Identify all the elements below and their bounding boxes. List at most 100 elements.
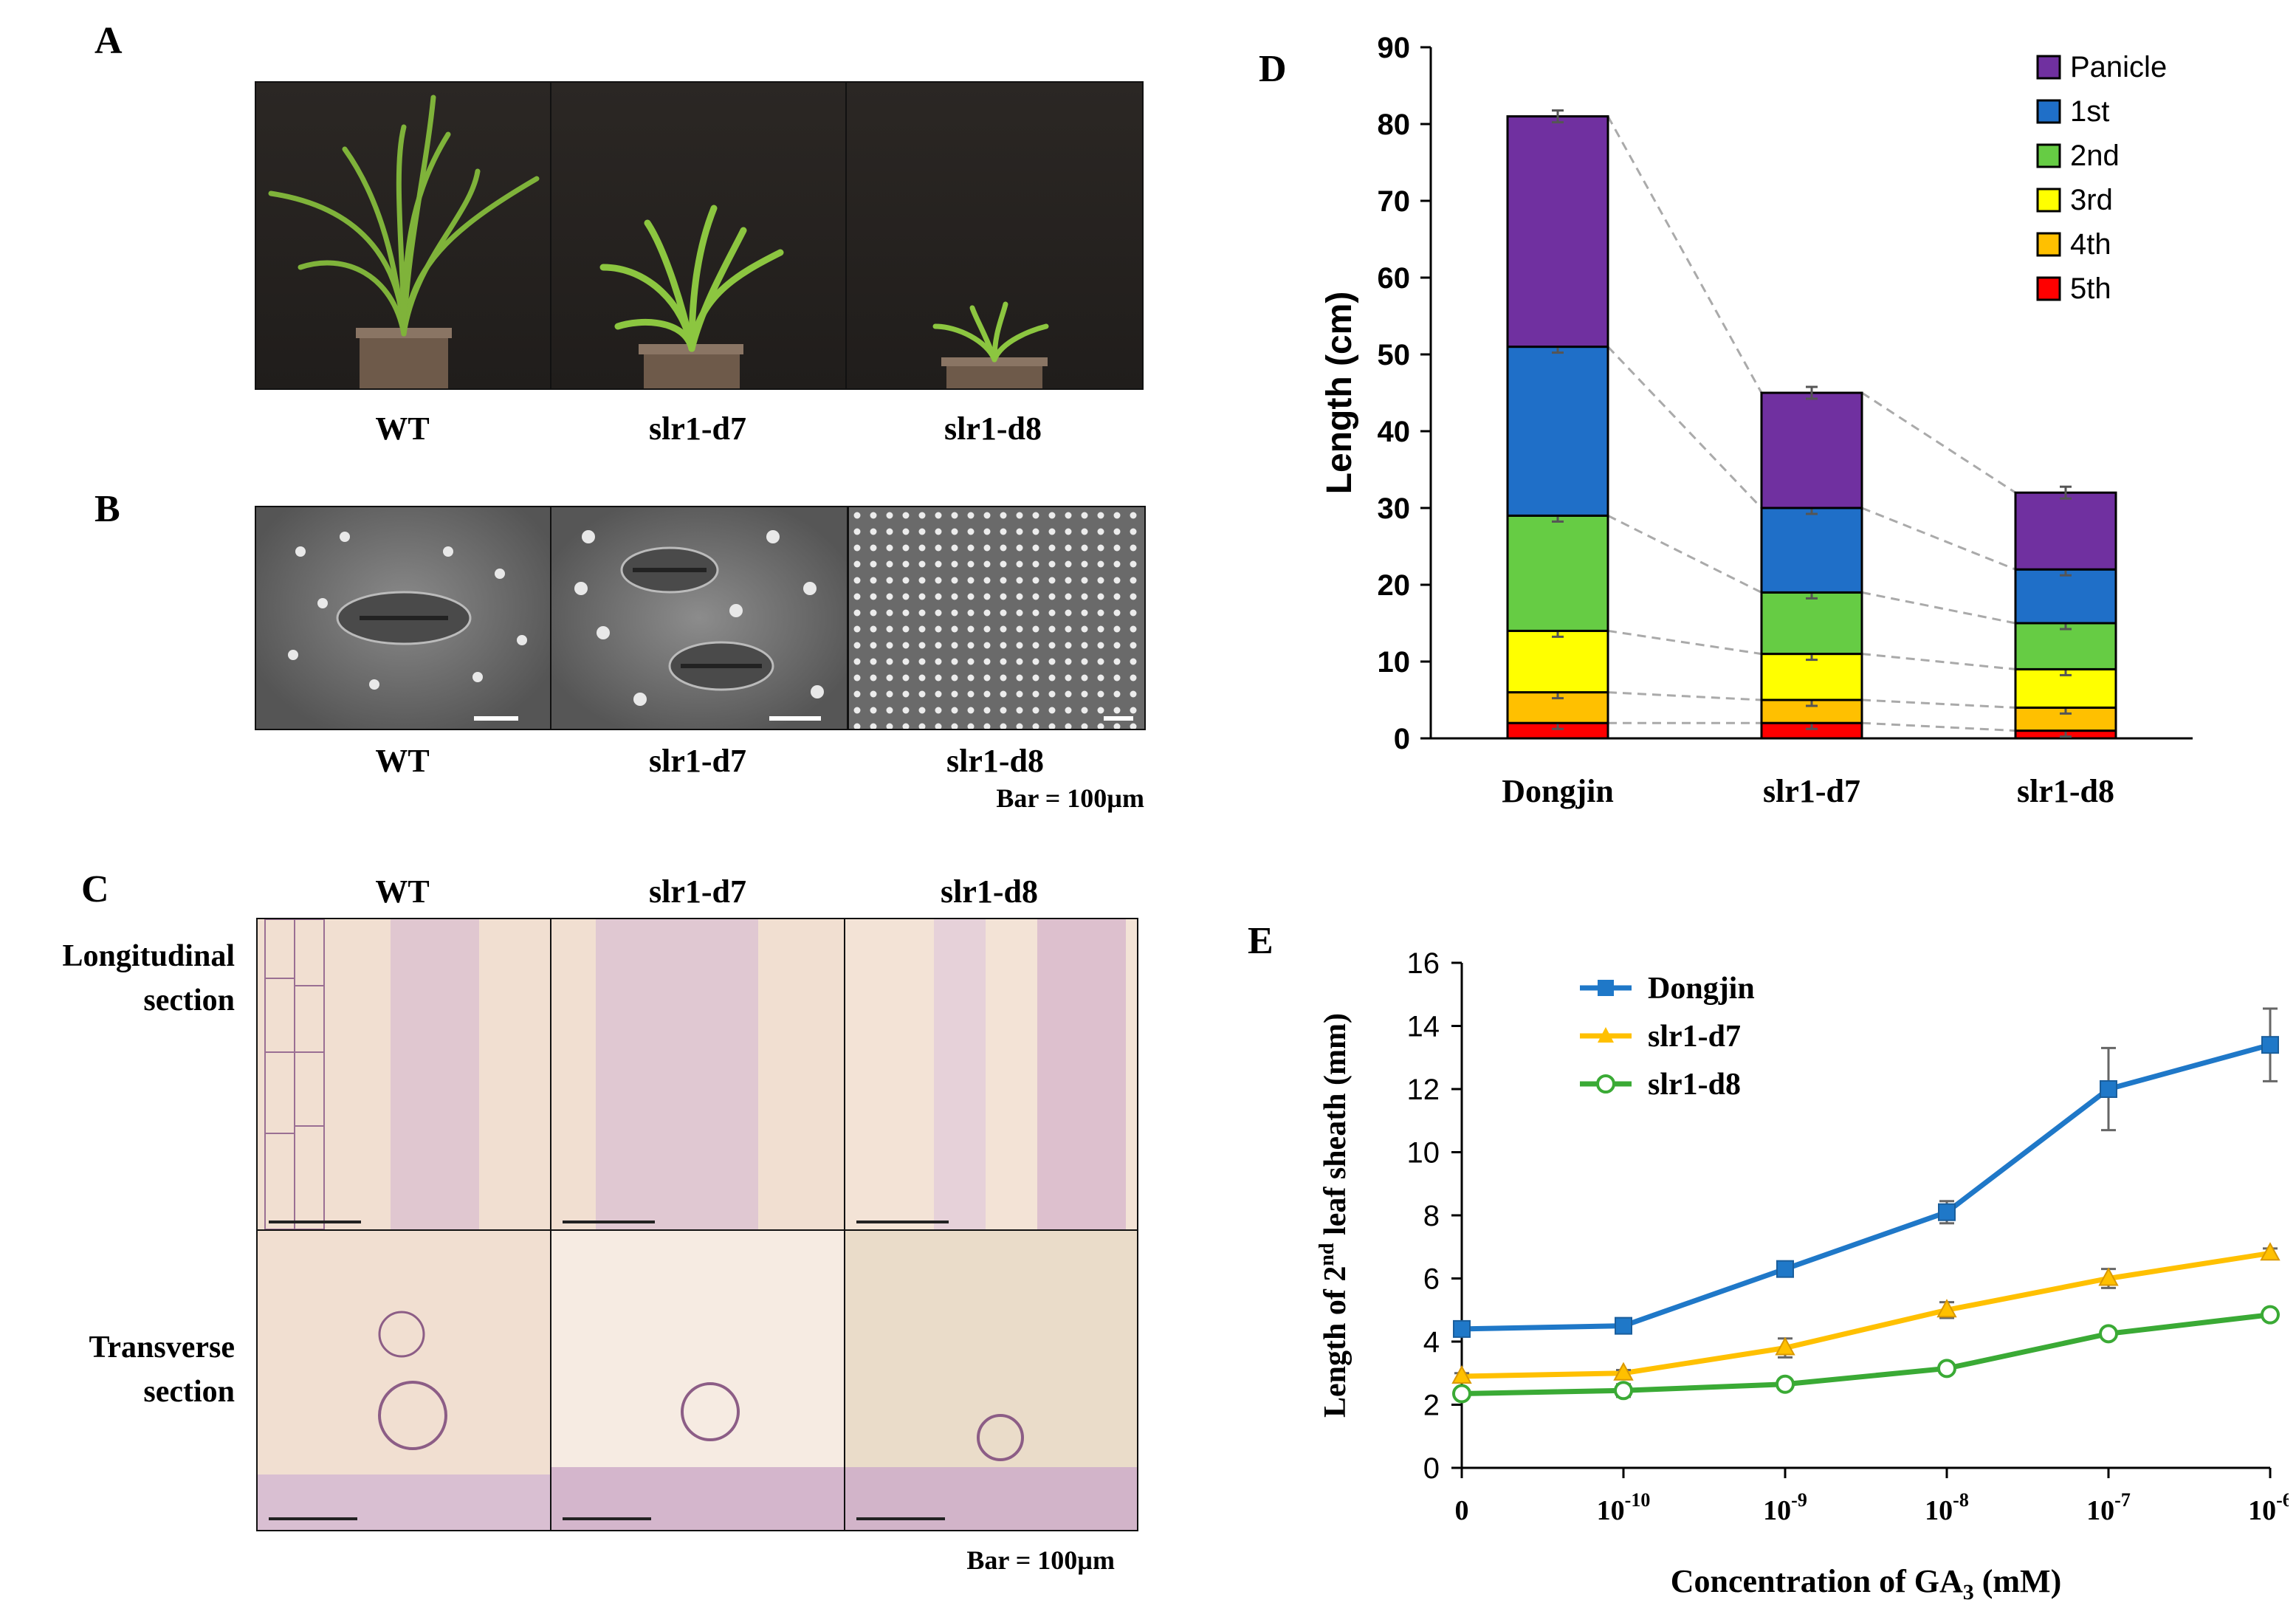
bar-slr1-d7-3rd [1760,653,1863,701]
panel-letter-d: D [1259,48,1287,90]
legend-marker-slr1-d8 [1596,1074,1615,1094]
legend-label-1st: 1st [2070,95,2109,128]
row-label-transverse-line2: section [143,1375,235,1409]
histology-transverse-slr1-d7 [550,1229,847,1531]
legend-label-3rd: 3rd [2070,184,2113,216]
sem-photo-slr1-d7 [550,506,848,730]
legend-label-Panicle: Panicle [2070,51,2167,83]
y-tick-label: 0 [1394,723,1410,755]
y-tick-label: 80 [1378,109,1411,141]
x-tick-exponent: -8 [1953,1489,1969,1511]
bar-Dongjin-Panicle [1506,115,1609,349]
bar-slr1-d8-Panicle [2014,491,2117,571]
y-tick-label: 10 [1378,646,1411,679]
histology-longitudinal-slr1-d7 [550,918,847,1232]
plant-photo-slr1-d8 [845,81,1144,390]
y-tick-label: 6 [1423,1263,1440,1296]
point-Dongjin [1615,1316,1632,1335]
y-tick-label: 90 [1378,32,1411,64]
legend-marker-Dongjin [1598,980,1614,996]
y-tick-label: 0 [1423,1452,1440,1485]
legend-marker-slr1-d7 [1598,1027,1614,1043]
plant-photo-wt [255,81,553,390]
y-tick-label: 16 [1407,947,1440,980]
x-tick-label: 10-9 [1763,1489,1807,1526]
connector-Panicle [1606,115,1763,394]
y-tick-label: 60 [1378,262,1411,295]
y-tick-label: 40 [1378,416,1411,448]
legend-swatch-2nd [2036,143,2061,168]
x-tick-label: 10-7 [2086,1489,2131,1526]
point-slr1-d7 [2098,1267,2119,1286]
x-tick-label: 10-8 [1925,1489,1969,1526]
y-tick-label: 50 [1378,339,1411,371]
panel-letter-c: C [81,868,109,910]
stacked-bar-chart-d: 0 10 20 30 40 50 60 70 80 90 Length (cm) Dongjin slr… [1320,32,2193,809]
bar-slr1-d8-2nd [2014,622,2117,670]
x-tick-exponent: -6 [2276,1489,2289,1511]
y-tick-label: 12 [1407,1074,1440,1106]
row-label-longitudinal-line1: Longitudinal [62,939,235,973]
connector-5th [1861,721,2016,732]
bar-note-c: Bar = 100µm [966,1545,1115,1575]
legend-swatch-Panicle [2036,55,2061,80]
series-line-slr1-d7 [1461,1250,2271,1379]
row-label-longitudinal: Longitudinal section [0,934,235,1023]
series-line-Dongjin [1461,1042,2271,1332]
point-slr1-d8 [1937,1359,1956,1379]
point-slr1-d7 [1936,1299,1957,1318]
y-tick-label: 10 [1407,1137,1440,1170]
x-tick-exponent: -9 [1791,1489,1807,1511]
y-tick-label: 4 [1423,1326,1440,1359]
caption-b-wt: WT [375,743,430,779]
histology-transverse-slr1-d8 [844,1229,1138,1531]
y-tick-label: 8 [1423,1200,1440,1232]
connector-4th [1861,698,2016,709]
bar-Dongjin-2nd [1506,514,1609,632]
x-tick-label: 10-10 [1597,1489,1651,1526]
x-tick-label-slr1-d8: slr1-d8 [2017,773,2114,809]
x-axis-label-tail: (mM) [1974,1563,2062,1599]
plant-photo-slr1-d7 [550,81,848,390]
panel-letter-b: B [94,488,120,530]
bar-slr1-d7-2nd [1760,591,1863,656]
col-label-c-slr1-d7: slr1-d7 [649,873,746,910]
connector-1st [1606,346,1763,509]
point-Dongjin [2100,1080,2117,1098]
series-line-slr1-d8 [1461,1312,2271,1397]
y-tick-label: 14 [1407,1011,1440,1043]
histology-transverse-wt [256,1229,553,1531]
y-axis-label: Length (cm) [1320,292,1359,495]
connector-3rd [1861,653,2016,670]
x-tick-label-slr1-d7: slr1-d7 [1763,773,1860,809]
connector-3rd [1607,629,1762,656]
connector-Panicle [1861,391,2016,494]
x-axis-label-sub: 3 [1963,1580,1974,1604]
line-chart-e: 0 2 4 6 8 10 12 14 16 0 10-10 10-9 10-8 10-7 10-6 Conce… [1316,947,2289,1604]
legend-label-4th: 4th [2070,228,2111,261]
point-slr1-d7 [1451,1364,1472,1384]
histology-longitudinal-wt [256,918,553,1232]
point-slr1-d8 [2099,1324,2118,1344]
x-tick-label: 10-6 [2248,1489,2289,1526]
y-tick-label: 20 [1378,569,1411,602]
legend-swatch-3rd [2036,188,2061,213]
row-label-transverse-line1: Transverse [89,1331,235,1364]
point-slr1-d8 [2261,1305,2280,1325]
point-Dongjin [1453,1319,1471,1338]
sem-photo-wt [255,506,553,730]
panel-letter-a: A [94,20,123,62]
caption-b-slr1-d7: slr1-d7 [649,743,746,779]
point-Dongjin [2261,1036,2279,1054]
x-tick-label-Dongjin: Dongjin [1502,773,1614,809]
legend-swatch-5th [2036,276,2061,301]
point-slr1-d8 [1614,1381,1633,1401]
panel-letter-e: E [1248,920,1274,962]
row-label-transverse: Transverse section [0,1325,235,1414]
legend-label-2nd: 2nd [2070,140,2120,172]
bar-slr1-d7-1st [1760,507,1863,594]
point-slr1-d7 [2260,1242,2280,1261]
connector-2nd [1861,591,2016,625]
caption-a-slr1-d7: slr1-d7 [649,411,746,447]
x-tick-exponent: -7 [2114,1489,2131,1511]
